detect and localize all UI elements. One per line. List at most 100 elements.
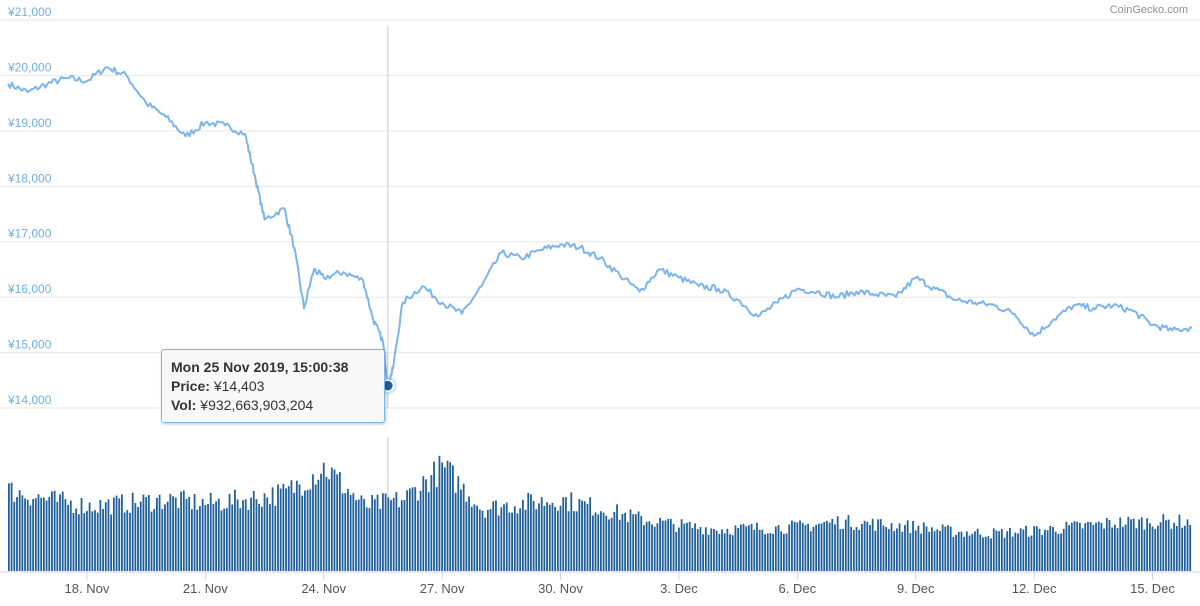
volume-bar — [1019, 528, 1022, 571]
volume-bar — [465, 501, 468, 571]
volume-bar — [629, 509, 632, 571]
volume-bar — [785, 533, 788, 571]
volume-bar — [602, 512, 605, 571]
volume-bar — [621, 514, 624, 571]
volume-bar — [180, 491, 183, 571]
tooltip-vol-row: Vol: ¥932,663,903,204 — [171, 396, 375, 415]
volume-bar — [239, 508, 242, 571]
volume-bar — [18, 490, 21, 571]
volume-bar — [438, 455, 441, 571]
volume-bar — [1068, 525, 1071, 571]
volume-bar — [1116, 528, 1119, 571]
volume-bar — [357, 499, 360, 571]
volume-bar — [538, 503, 540, 571]
volume-bar — [925, 526, 928, 571]
volume-bar — [121, 494, 123, 571]
x-tick-label: 15. Dec — [1130, 581, 1175, 596]
volume-bar — [616, 504, 618, 571]
credit-label[interactable]: CoinGecko.com — [1109, 4, 1188, 16]
volume-bar — [834, 524, 836, 571]
volume-bar — [984, 536, 987, 571]
volume-bar — [1052, 526, 1054, 571]
y-tick-label: ¥17,000 — [7, 227, 52, 241]
volume-bar — [414, 487, 417, 571]
volume-bar — [247, 509, 250, 571]
volume-bar — [645, 521, 648, 571]
volume-bar — [236, 499, 239, 571]
volume-bar — [527, 492, 530, 571]
volume-bar — [172, 496, 174, 571]
volume-bar — [196, 509, 199, 571]
volume-bar — [753, 529, 756, 571]
volume-bar — [715, 530, 718, 571]
volume-bar — [382, 493, 384, 571]
volume-bar — [231, 504, 234, 571]
volume-bar — [1143, 529, 1146, 571]
volume-bar — [766, 533, 769, 571]
volume-bar — [390, 500, 392, 571]
volume-bar — [589, 497, 592, 571]
volume-bar — [963, 536, 966, 571]
volume-bar — [836, 516, 839, 571]
volume-bar — [1135, 528, 1138, 571]
volume-bar — [1186, 519, 1189, 571]
volume-bar — [1062, 528, 1065, 571]
volume-bar — [578, 498, 581, 571]
volume-bar — [328, 479, 331, 571]
volume-bar — [737, 527, 740, 571]
volume-bar — [939, 530, 941, 571]
volume-bar — [632, 514, 635, 571]
volume-bar — [731, 535, 734, 571]
volume-bar — [772, 533, 775, 571]
volume-bar — [478, 509, 481, 571]
volume-bar — [976, 528, 979, 571]
volume-bar — [551, 502, 554, 571]
volume-bar — [1095, 522, 1097, 571]
volume-bar — [1035, 526, 1038, 571]
volume-bar — [678, 527, 680, 571]
volume-bar — [928, 531, 931, 571]
volume-bar — [325, 476, 328, 571]
volume-bar — [75, 508, 78, 571]
volume-bar — [1140, 517, 1143, 571]
volume-bar — [871, 518, 874, 571]
volume-bar — [807, 523, 809, 571]
volume-bar — [1065, 521, 1068, 571]
volume-bar — [812, 526, 815, 571]
volume-bar — [659, 517, 661, 571]
volume-bar — [217, 498, 220, 571]
volume-bar — [688, 521, 691, 571]
volume-bar — [314, 484, 317, 571]
volume-bar — [495, 500, 497, 571]
volume-bar — [567, 511, 570, 571]
volume-bar — [941, 524, 944, 571]
volume-bar — [234, 489, 236, 571]
volume-bar — [745, 526, 748, 571]
volume-bar — [295, 480, 298, 571]
volume-bar — [1009, 527, 1011, 571]
volume-bar — [1081, 528, 1084, 571]
volume-bar — [115, 495, 118, 571]
volume-bar — [40, 497, 43, 571]
volume-bar — [774, 526, 777, 571]
volume-bar — [519, 508, 522, 571]
volume-bar — [1084, 523, 1087, 571]
volume-bar — [266, 497, 269, 571]
volume-bar — [317, 479, 320, 571]
volume-bar — [145, 497, 148, 571]
volume-bar — [287, 486, 290, 571]
volume-bar — [756, 522, 758, 571]
volume-bar — [570, 492, 573, 571]
volume-bar — [1073, 521, 1076, 571]
y-tick-label: ¥15,000 — [7, 338, 52, 352]
volume-bar — [422, 476, 425, 571]
volume-bar — [304, 490, 306, 571]
volume-bar — [338, 472, 341, 571]
volume-bar — [1022, 529, 1025, 571]
volume-bar — [45, 500, 48, 571]
volume-bar — [1132, 518, 1135, 571]
volume-bar — [269, 504, 271, 571]
volume-bar — [21, 495, 24, 571]
